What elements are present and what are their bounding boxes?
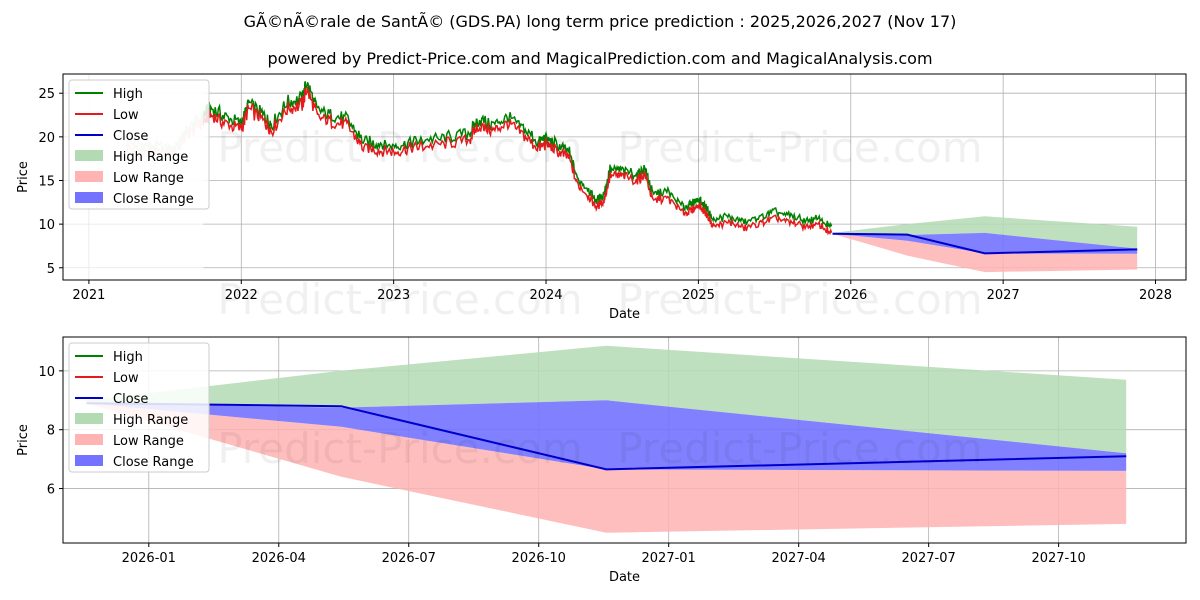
- watermark-text: Predict-Price.com: [217, 275, 582, 324]
- legend-label: High Range: [113, 150, 188, 165]
- high-range-band: [86, 345, 1127, 454]
- watermark-text: Predict-Price.com: [217, 424, 582, 473]
- legend-label: Low: [113, 371, 139, 386]
- legend-label: Close: [113, 392, 148, 407]
- x-tick-label: 2025: [682, 288, 715, 303]
- top-panel: Predict-Price.com Predict-Price.com Predic…: [16, 73, 1187, 324]
- legend-label: Close Range: [113, 455, 194, 470]
- x-tick-label: 2027: [987, 288, 1020, 303]
- x-tick-label: 2027-01: [642, 551, 696, 566]
- y-tick-label: 5: [47, 262, 55, 277]
- legend-label: High: [113, 350, 143, 365]
- close-forecast-line: [86, 402, 1127, 471]
- legend-close-range-swatch: [75, 192, 103, 203]
- legend-label: Close Range: [113, 192, 194, 207]
- legend-label: Low Range: [113, 434, 184, 449]
- top-legend: High Low Close High Range Low Range Close Ran…: [68, 79, 210, 210]
- low-range-band: [86, 403, 1127, 533]
- y-axis-label: Price: [16, 424, 31, 456]
- close-forecast-line: [832, 232, 1138, 255]
- legend-label: Low: [113, 108, 139, 123]
- high-range-band: [832, 216, 1138, 249]
- top-plot-area: [63, 74, 1138, 280]
- y-tick-label: 8: [47, 424, 55, 439]
- x-tick-label: 2026: [834, 288, 867, 303]
- x-tick-label: 2028: [1139, 288, 1172, 303]
- x-tick-label: 2024: [529, 288, 562, 303]
- legend-label: Close: [113, 129, 148, 144]
- chart-title: GÃ©nÃ©rale de SantÃ© (GDS.PA) long term …: [243, 12, 957, 31]
- x-tick-label: 2022: [225, 288, 258, 303]
- bottom-axes-frame: [62, 336, 1187, 544]
- x-tick-label: 2023: [377, 288, 410, 303]
- y-axis-label: Price: [16, 161, 31, 193]
- y-tick-label: 10: [38, 218, 55, 233]
- bottom-panel: Predict-Price.com Predict-Price.com 2026-0…: [16, 336, 1187, 585]
- legend-low-range-swatch: [75, 434, 103, 445]
- x-axis-label: Date: [609, 570, 640, 585]
- watermark-text: Predict-Price.com: [617, 123, 982, 172]
- chart-subtitle: powered by Predict-Price.com and Magical…: [267, 49, 933, 68]
- y-tick-label: 10: [38, 365, 55, 380]
- x-tick-label: 2021: [72, 288, 105, 303]
- x-tick-label: 2026-04: [252, 551, 306, 566]
- x-tick-label: 2026-07: [382, 551, 436, 566]
- low-range-band: [832, 233, 1138, 273]
- legend-box: [68, 342, 210, 473]
- top-axes-frame: [62, 73, 1187, 281]
- x-tick-label: 2027-04: [772, 551, 826, 566]
- history-high-line: [126, 81, 833, 229]
- legend-label: Low Range: [113, 171, 184, 186]
- legend-box: [68, 79, 210, 210]
- watermark-text: Predict-Price.com: [617, 424, 982, 473]
- bottom-plot-area: [86, 345, 1127, 533]
- legend-label: High Range: [113, 413, 188, 428]
- y-tick-label: 6: [47, 483, 55, 498]
- x-tick-label: 2027-10: [1031, 551, 1085, 566]
- watermark-text: Predict-Price.com: [617, 275, 982, 324]
- y-tick-label: 15: [38, 174, 55, 189]
- history-low-line: [126, 86, 833, 236]
- legend-close-range-swatch: [75, 455, 103, 466]
- x-tick-label: 2026-10: [512, 551, 566, 566]
- y-tick-label: 25: [38, 87, 55, 102]
- legend-high-range-swatch: [75, 150, 103, 161]
- legend-label: High: [113, 87, 143, 102]
- x-axis-label: Date: [609, 307, 640, 322]
- legend-high-range-swatch: [75, 413, 103, 424]
- bottom-legend: High Low Close High Range Low Range Close Ran…: [68, 342, 210, 473]
- y-tick-label: 20: [38, 131, 55, 146]
- x-tick-label: 2026-01: [122, 551, 176, 566]
- close-range-band: [832, 232, 1138, 254]
- x-tick-label: 2027-07: [901, 551, 955, 566]
- legend-low-range-swatch: [75, 171, 103, 182]
- close-range-band: [86, 400, 1127, 471]
- watermark-text: Predict-Price.com: [217, 123, 582, 172]
